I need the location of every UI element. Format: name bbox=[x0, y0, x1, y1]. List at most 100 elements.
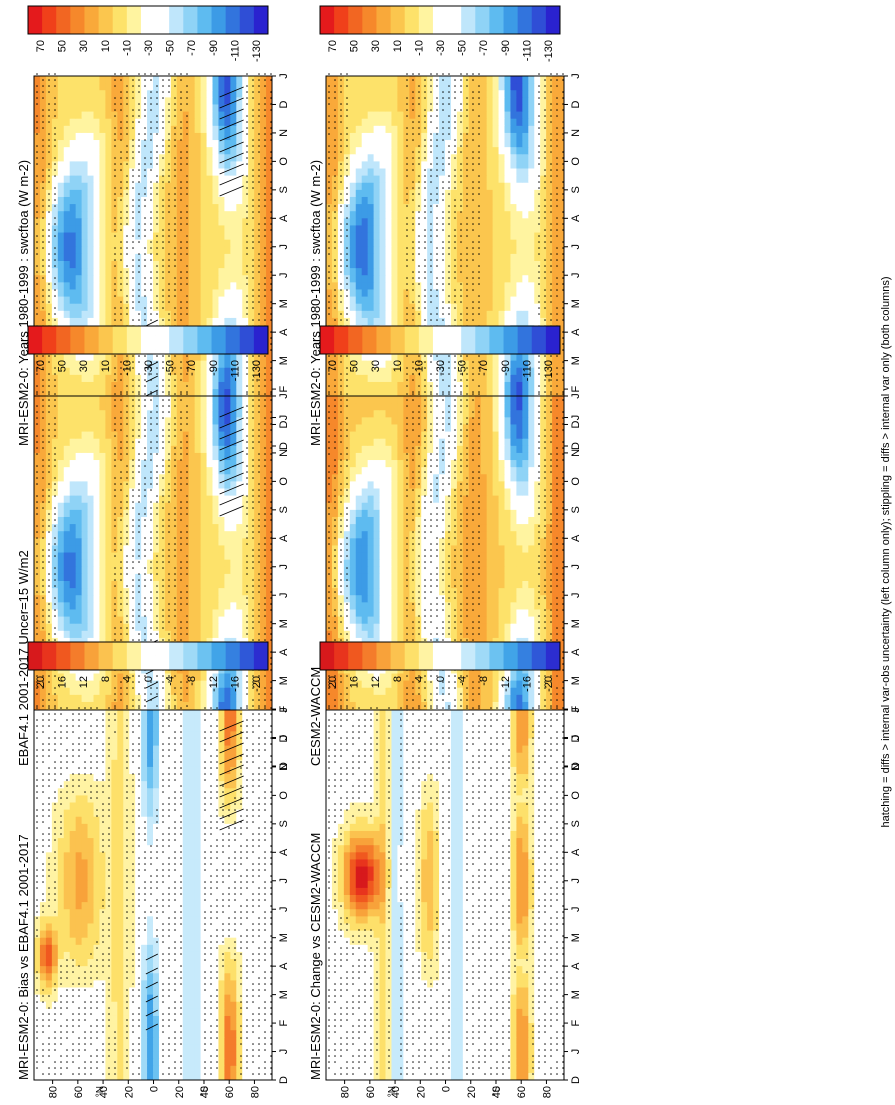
stipple-dot bbox=[36, 151, 38, 153]
stipple-dot bbox=[132, 85, 134, 87]
heatmap-cell bbox=[176, 82, 184, 91]
heatmap-cell bbox=[528, 224, 535, 233]
stipple-dot bbox=[132, 289, 134, 291]
heatmap-cell bbox=[87, 82, 94, 91]
heatmap-cell bbox=[468, 303, 476, 311]
heatmap-cell bbox=[87, 274, 94, 283]
stipple-dot bbox=[150, 283, 152, 285]
heatmap-cell bbox=[39, 160, 47, 169]
heatmap-cell bbox=[379, 374, 386, 382]
heatmap-cell bbox=[516, 246, 523, 254]
heatmap-cell bbox=[188, 160, 196, 169]
heatmap-cell bbox=[415, 196, 422, 205]
stipple-dot bbox=[168, 301, 170, 303]
heatmap-cell bbox=[492, 246, 500, 254]
stipple-dot bbox=[42, 145, 44, 147]
heatmap-cell bbox=[158, 232, 166, 240]
stipple-dot bbox=[252, 139, 254, 141]
colorbar-swatch bbox=[28, 6, 43, 34]
stipple-dot bbox=[120, 307, 122, 309]
heatmap-cell bbox=[379, 224, 386, 233]
heatmap-cell bbox=[158, 239, 166, 247]
heatmap-cell bbox=[39, 189, 47, 197]
heatmap-cell bbox=[182, 367, 190, 375]
heatmap-cell bbox=[147, 167, 154, 176]
stipple-dot bbox=[180, 109, 182, 111]
stipple-dot bbox=[162, 361, 164, 363]
heatmap-cell bbox=[242, 203, 249, 212]
heatmap-cell bbox=[445, 381, 452, 390]
heatmap-cell bbox=[343, 296, 351, 304]
heatmap-cell bbox=[522, 175, 529, 183]
heatmap-cell bbox=[486, 160, 494, 169]
heatmap-cell bbox=[147, 267, 154, 276]
stipple-dot bbox=[252, 391, 254, 393]
heatmap-cell bbox=[528, 139, 535, 148]
heatmap-cell bbox=[176, 296, 184, 304]
heatmap-cell bbox=[480, 388, 488, 397]
heatmap-cell bbox=[87, 224, 94, 233]
heatmap-cell bbox=[141, 274, 148, 283]
heatmap-cell bbox=[230, 388, 237, 397]
heatmap-cell bbox=[421, 303, 428, 311]
stipple-dot bbox=[114, 79, 116, 81]
stipple-dot bbox=[42, 211, 44, 213]
stipple-dot bbox=[120, 163, 122, 165]
heatmap-cell bbox=[230, 203, 237, 212]
heatmap-cell bbox=[206, 388, 214, 397]
stipple-dot bbox=[150, 109, 152, 111]
heatmap-cell bbox=[93, 360, 100, 368]
heatmap-cell bbox=[367, 381, 375, 390]
heatmap-cell bbox=[182, 146, 190, 155]
stipple-dot bbox=[180, 247, 182, 249]
heatmap-cell bbox=[427, 182, 434, 190]
stipple-dot bbox=[264, 367, 266, 369]
stipple-dot bbox=[126, 193, 128, 195]
stipple-dot bbox=[186, 241, 188, 243]
heatmap-cell bbox=[129, 111, 136, 119]
heatmap-cell bbox=[492, 260, 500, 269]
heatmap-cell bbox=[254, 281, 261, 290]
heatmap-cell bbox=[75, 367, 83, 375]
heatmap-cell bbox=[212, 360, 219, 368]
heatmap-cell bbox=[212, 224, 219, 233]
stipple-dot bbox=[36, 181, 38, 183]
heatmap-cell bbox=[158, 75, 166, 84]
stipple-dot bbox=[48, 193, 50, 195]
heatmap-cell bbox=[170, 217, 178, 226]
heatmap-cell bbox=[492, 281, 500, 290]
heatmap-cell bbox=[361, 310, 369, 318]
heatmap-cell bbox=[510, 381, 517, 390]
stipple-dot bbox=[264, 385, 266, 387]
heatmap-cell bbox=[158, 224, 166, 233]
heatmap-cell bbox=[81, 388, 89, 397]
heatmap-cell bbox=[135, 103, 142, 112]
heatmap-cell bbox=[218, 360, 225, 368]
heatmap-cell bbox=[105, 153, 112, 162]
panel-grid: DJFMAMJJASONDJ80604020020406080°N°SMRI-E… bbox=[16, 5, 582, 1098]
heatmap-cell bbox=[63, 353, 71, 361]
heatmap-cell bbox=[87, 317, 94, 326]
heatmap-cell bbox=[248, 388, 255, 397]
heatmap-cell bbox=[188, 75, 196, 84]
heatmap-cell bbox=[93, 381, 100, 390]
stipple-dot bbox=[144, 355, 146, 357]
heatmap-cell bbox=[242, 153, 249, 162]
heatmap-cell bbox=[343, 388, 351, 397]
heatmap-cell bbox=[492, 146, 500, 155]
heatmap-cell bbox=[516, 381, 523, 390]
heatmap-cell bbox=[343, 303, 351, 311]
heatmap-cell bbox=[57, 196, 65, 205]
heatmap-cell bbox=[123, 288, 130, 297]
heatmap-cell bbox=[39, 239, 47, 247]
stipple-dot bbox=[42, 241, 44, 243]
heatmap-cell bbox=[51, 281, 59, 290]
heatmap-cell bbox=[69, 367, 77, 375]
heatmap-cell bbox=[230, 281, 237, 290]
heatmap-cell bbox=[176, 111, 184, 119]
heatmap-cell bbox=[212, 232, 219, 240]
stipple-dot bbox=[180, 163, 182, 165]
colorbar-tick-label: 50 bbox=[57, 40, 69, 52]
heatmap-cell bbox=[81, 139, 89, 148]
heatmap-cell bbox=[522, 139, 529, 148]
